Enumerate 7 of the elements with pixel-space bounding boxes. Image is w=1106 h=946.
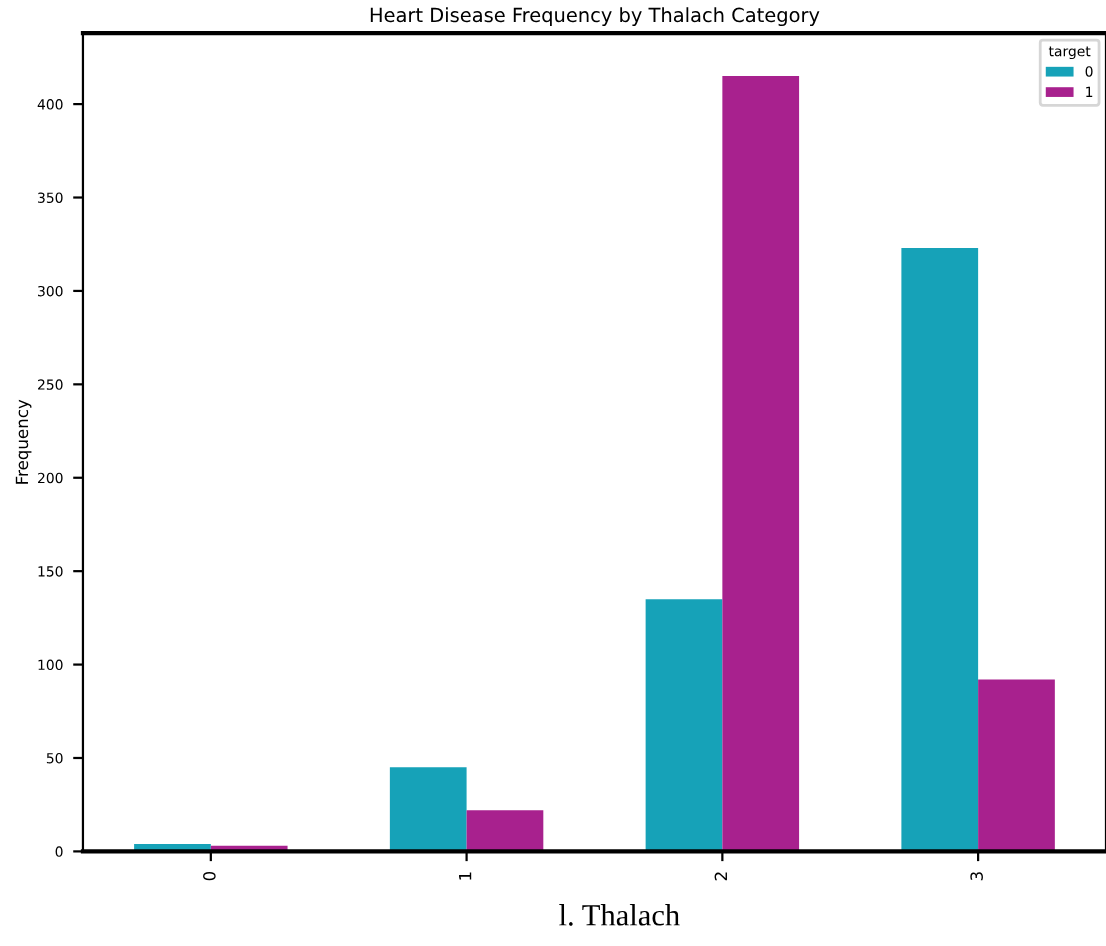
y-axis-title: Frequency [15, 399, 32, 484]
x-tick-label: 3 [970, 872, 983, 881]
x-tick-label: 2 [714, 872, 727, 881]
text: l. Thalach [559, 904, 680, 926]
x-tick-label: 0 [203, 871, 216, 881]
chart-title: Heart Disease Frequency by Thalach Category [370, 7, 820, 27]
x-tick-label: 1 [459, 872, 472, 880]
